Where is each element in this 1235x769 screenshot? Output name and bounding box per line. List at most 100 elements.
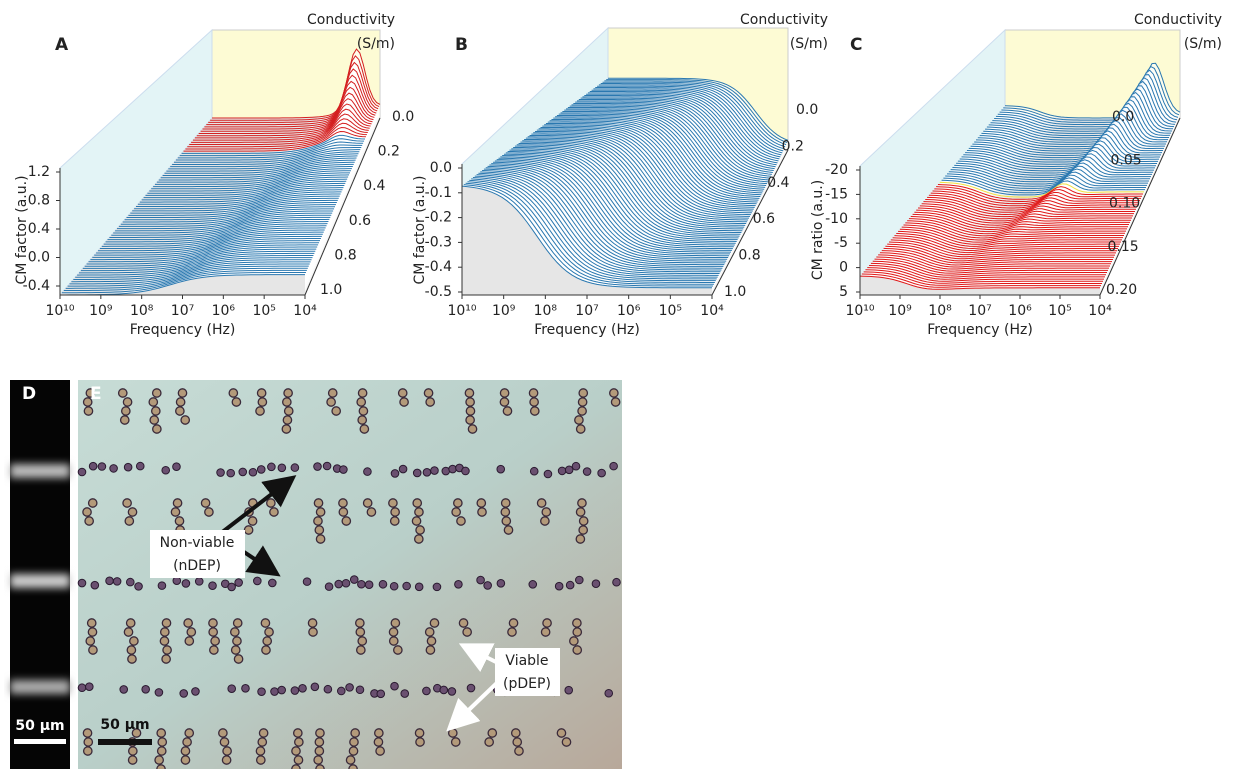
cell xyxy=(110,465,118,473)
x-tick-label: 10¹⁰ xyxy=(45,303,74,319)
figure: AConductivity(S/m)CM factor (a.u.)Freque… xyxy=(0,0,1235,769)
cell xyxy=(477,499,485,507)
scale-bar xyxy=(14,739,66,744)
y-axis-title: CM ratio (a.u.) xyxy=(810,180,826,280)
panel-label: A xyxy=(55,35,69,55)
cell xyxy=(427,637,435,645)
cell xyxy=(257,466,265,474)
x-tick-label: 10⁴ xyxy=(293,303,317,319)
cell xyxy=(291,464,299,472)
annotation: (pDEP) xyxy=(503,676,551,692)
cell xyxy=(579,389,587,397)
cell xyxy=(229,389,237,397)
x-tick-label: 10⁷ xyxy=(968,303,991,319)
cell xyxy=(459,619,467,627)
cell xyxy=(185,729,193,737)
cell xyxy=(256,747,264,755)
cell xyxy=(83,508,91,516)
cell xyxy=(295,738,303,746)
y-tick-label: -20 xyxy=(825,162,848,178)
cell xyxy=(394,646,402,654)
x-tick-label: 10⁸ xyxy=(130,303,154,319)
cell xyxy=(181,756,189,764)
cell xyxy=(399,465,407,473)
cell xyxy=(209,628,217,636)
cell xyxy=(583,468,591,476)
cell xyxy=(573,646,581,654)
cell xyxy=(278,464,286,472)
cell xyxy=(592,580,600,588)
cell xyxy=(89,462,97,470)
cell xyxy=(543,619,551,627)
y-tick-label: 0 xyxy=(839,260,848,276)
cell xyxy=(578,398,586,406)
cell xyxy=(209,582,217,590)
cell xyxy=(314,499,322,507)
cell xyxy=(120,686,128,694)
cell xyxy=(423,687,431,695)
cell xyxy=(285,407,293,415)
cell xyxy=(613,578,621,586)
cell xyxy=(463,628,471,636)
z-tick-label: 0.20 xyxy=(1106,282,1137,298)
cell xyxy=(299,685,307,693)
cell xyxy=(249,468,257,476)
x-tick-label: 10⁶ xyxy=(617,303,641,319)
cell xyxy=(431,467,439,475)
x-tick-label: 10⁵ xyxy=(1048,303,1071,319)
cell xyxy=(466,416,474,424)
annotation: Viable xyxy=(505,653,548,669)
cell xyxy=(562,738,570,746)
cell xyxy=(284,389,292,397)
cell xyxy=(123,398,131,406)
cell xyxy=(124,463,132,471)
cell xyxy=(91,581,99,589)
z-tick-label: 0.4 xyxy=(363,178,385,194)
cell xyxy=(332,407,340,415)
cell xyxy=(611,398,619,406)
cell xyxy=(557,729,565,737)
cell xyxy=(413,469,421,477)
cell xyxy=(187,628,195,636)
cell xyxy=(128,655,136,663)
z-tick-label: 0.8 xyxy=(738,248,760,264)
cell xyxy=(501,508,509,516)
cell xyxy=(324,685,332,693)
y-tick-label: 0.0 xyxy=(430,160,452,176)
cell xyxy=(415,729,423,737)
cell xyxy=(161,628,169,636)
cell xyxy=(222,756,230,764)
cell xyxy=(391,470,399,478)
cell xyxy=(282,425,290,433)
cell xyxy=(220,738,228,746)
z-tick-label: 0.6 xyxy=(753,211,775,227)
cell xyxy=(231,628,239,636)
cell xyxy=(365,581,373,589)
cell xyxy=(316,508,324,516)
cell xyxy=(537,499,545,507)
cell xyxy=(262,646,270,654)
cell xyxy=(232,646,240,654)
y-tick-label: -0.2 xyxy=(425,210,452,226)
y-tick-label: -0.3 xyxy=(425,234,452,250)
cell xyxy=(128,508,136,516)
cell xyxy=(356,619,364,627)
cell xyxy=(391,517,399,525)
cell xyxy=(135,583,143,591)
cell xyxy=(363,499,371,507)
cell xyxy=(89,646,97,654)
cell xyxy=(424,389,432,397)
cell xyxy=(124,628,132,636)
annotation: Non-viable xyxy=(160,535,235,551)
cell xyxy=(126,578,134,586)
cell xyxy=(509,619,517,627)
cell xyxy=(413,499,421,507)
cell xyxy=(467,684,475,692)
cell xyxy=(173,463,181,471)
z-tick-label: 0.8 xyxy=(334,247,356,263)
cell xyxy=(228,583,236,591)
x-tick-label: 10⁵ xyxy=(659,303,682,319)
y-tick-label: -15 xyxy=(825,186,848,202)
